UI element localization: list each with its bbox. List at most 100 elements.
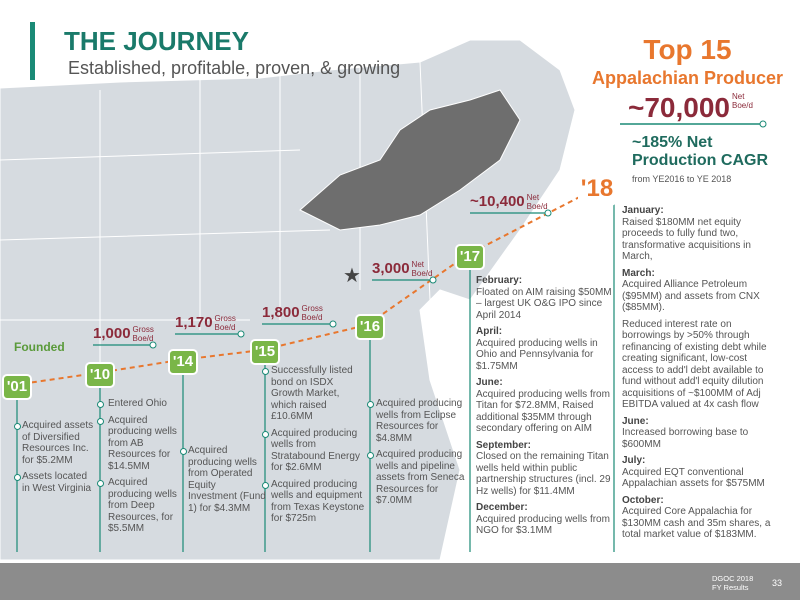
milestone-item: Successfully listed bond on ISDX Growth … (262, 365, 367, 423)
milestone-item: June: Increased borrowing base to $600MM (622, 416, 772, 451)
milestone-item: Acquired producing wells from Deep Resou… (97, 477, 184, 535)
milestone-column: Acquired assets of Diversified Resources… (14, 420, 94, 499)
item-text: Acquired producing wells from Operated E… (188, 445, 266, 514)
bullet (262, 368, 269, 375)
production-unit: Gross Boe/d (214, 314, 236, 332)
milestone-item: June: Acquired producing wells from Titan… (476, 377, 614, 435)
item-text: Floated on AIM raising $50MM – largest U… (476, 286, 612, 321)
item-text: Acquired Core Appalachia for $130MM cash… (622, 506, 771, 540)
page-number: 33 (772, 578, 783, 588)
production-label: 1,170 Gross Boe/d (175, 314, 241, 332)
item-text: Acquired producing wells from Deep Resou… (108, 477, 177, 534)
svg-text:★: ★ (343, 265, 361, 287)
item-heading: January: (622, 205, 664, 216)
production-label: 1,000 Gross Boe/d (93, 325, 159, 343)
bullet (262, 481, 269, 489)
item-text: Assets located in West Virginia (22, 471, 92, 494)
year-badge: '17 (455, 244, 485, 270)
item-text: Acquired producing wells and pipeline as… (376, 449, 465, 506)
production-value: 1,000 (93, 325, 131, 342)
bullet (367, 401, 374, 408)
item-text: Entered Ohio (108, 398, 167, 409)
connector (329, 320, 337, 328)
milestone-column: Acquired producing wells from Eclipse Re… (367, 398, 468, 512)
item-text: Acquired EQT conventional Appalachian as… (622, 466, 765, 490)
year-badge: '15 (250, 339, 280, 365)
milestone-item: Acquired producing wells from Operated E… (180, 445, 266, 514)
item-heading: July: (622, 455, 646, 466)
item-text: Acquired producing wells in Ohio and Pen… (476, 337, 598, 372)
milestone-item: Acquired producing wells and pipeline as… (367, 449, 468, 507)
item-text: Raised $180MM net equity proceeds to ful… (622, 216, 751, 263)
milestone-column: February: Floated on AIM raising $50MM – … (476, 275, 614, 542)
bullet (97, 480, 104, 487)
milestone-column: Acquired producing wells from Operated E… (180, 445, 266, 519)
production-value: 1,170 (175, 314, 213, 331)
production-headline: ~70,000 Net Boe/d (628, 92, 762, 124)
milestone-item: Entered Ohio (97, 398, 184, 410)
bullet (97, 401, 104, 408)
milestone-item: October: Acquired Core Appalachia for $13… (622, 495, 772, 541)
milestone-item: Acquired producing wells from Eclipse Re… (367, 398, 468, 444)
milestone-item: Acquired producing wells and equipment f… (262, 478, 367, 525)
production-unit: Net Boe/d (411, 260, 433, 278)
milestone-item: Acquired assets of Diversified Resources… (14, 420, 94, 466)
production-unit: Net Boe/d (732, 92, 753, 110)
production-unit: Net Boe/d (526, 193, 548, 211)
bullet (97, 417, 104, 425)
growth: ~185% Net Production CAGR (632, 134, 768, 169)
milestone-column: Successfully listed bond on ISDX Growth … (262, 365, 367, 530)
connector (149, 341, 157, 349)
production-value: ~10,400 (470, 193, 525, 210)
production-label: ~10,400 Net Boe/d (470, 193, 553, 211)
item-text: Acquired assets of Diversified Resources… (22, 420, 94, 466)
item-text: Acquired producing wells from Eclipse Re… (376, 398, 463, 444)
item-heading: February: (476, 275, 523, 286)
bullet (14, 474, 21, 481)
production-label: 3,000 Net Boe/d (372, 260, 438, 278)
item-heading: September: (476, 439, 532, 451)
item-text: Acquired Alliance Petroleum ($95MM) and … (622, 279, 760, 313)
item-text: Acquired producing wells and equipment f… (271, 478, 365, 525)
item-text: Acquired producing wells from Strataboun… (271, 427, 360, 474)
item-text: Closed on the remaining Titan wells held… (476, 451, 611, 497)
production-unit: Gross Boe/d (301, 304, 323, 322)
milestone-item: Reduced interest rate on borrowings by >… (622, 319, 772, 411)
subtitle: Established, profitable, proven, & growi… (68, 58, 401, 78)
bullet (180, 448, 187, 455)
footer-source: DGOC 2018 FY Results (712, 574, 754, 592)
item-text: Reduced interest rate on borrowings by >… (622, 318, 767, 411)
milestone-item: January: Raised $180MM net equity proceed… (622, 205, 772, 263)
production-value: 3,000 (372, 260, 410, 277)
bullet (367, 452, 374, 459)
founded-label: Founded (14, 340, 65, 354)
year-badge: '10 (85, 362, 115, 388)
connector (429, 276, 437, 284)
rank: Top 15 (643, 34, 732, 65)
item-text: Acquired producing wells from AB Resourc… (108, 414, 177, 472)
title: THE JOURNEY (64, 26, 249, 56)
year-badge: '01 (2, 374, 32, 400)
production-label: 1,800 Gross Boe/d (262, 304, 328, 322)
item-heading: October: (622, 494, 664, 506)
item-text: Increased borrowing base to $600MM (622, 427, 749, 450)
item-heading: March: (622, 267, 655, 279)
milestone-item: February: Floated on AIM raising $50MM – … (476, 275, 614, 321)
production: ~70,000 (628, 92, 730, 123)
connector (237, 330, 245, 338)
milestone-item: Acquired producing wells from Strataboun… (262, 427, 367, 474)
item-text: Acquired producing wells from Titan for … (476, 388, 610, 435)
production-unit: Gross Boe/d (132, 325, 154, 343)
year-badge: '14 (168, 349, 198, 375)
year-badge: '16 (355, 314, 385, 340)
rank-label: Appalachian Producer (591, 68, 784, 88)
item-heading: April: (476, 326, 503, 337)
milestone-item: July: Acquired EQT conventional Appalachi… (622, 455, 772, 490)
milestone-column: January: Raised $180MM net equity proceed… (622, 205, 772, 546)
growth-period: from YE2016 to YE 2018 (632, 174, 732, 184)
milestone-item: Assets located in West Virginia (14, 471, 94, 494)
connector (544, 209, 552, 217)
item-heading: June: (622, 415, 649, 427)
